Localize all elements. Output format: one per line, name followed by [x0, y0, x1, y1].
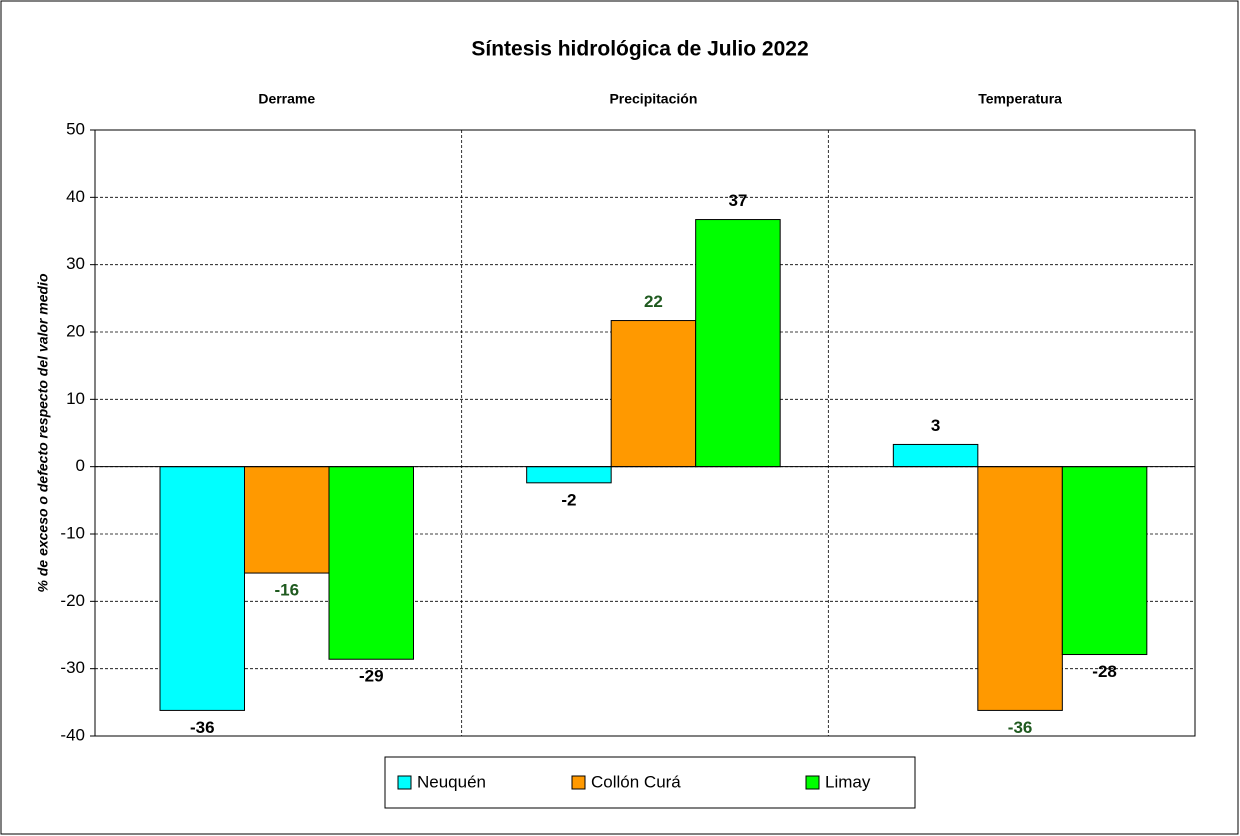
bar [610, 320, 697, 468]
bar [695, 219, 781, 468]
legend-swatch [571, 775, 586, 790]
y-tick-label: 0 [76, 456, 85, 475]
y-tick-label: -30 [60, 658, 85, 677]
y-tick-label: 10 [66, 389, 85, 408]
category-label: Derrame [258, 91, 315, 107]
data-label: -36 [1008, 718, 1033, 737]
bar [159, 466, 245, 711]
data-label: -2 [561, 490, 576, 509]
legend-label: Collón Curá [591, 772, 681, 791]
y-tick-label: -10 [60, 523, 85, 542]
y-tick-label: -40 [60, 725, 85, 744]
data-label: 37 [728, 191, 747, 210]
category-label: Temperatura [978, 91, 1062, 107]
legend-label: Limay [825, 772, 871, 791]
y-tick-label: 20 [66, 321, 85, 340]
data-label: 22 [644, 292, 663, 311]
bar [328, 466, 414, 660]
y-tick-label: -20 [60, 591, 85, 610]
bar [892, 443, 979, 468]
legend-swatch [397, 775, 412, 790]
legend-swatch [805, 775, 820, 790]
data-label: 3 [931, 416, 940, 435]
legend-label: Neuquén [417, 772, 486, 791]
y-axis-label: % de exceso o defecto respecto del valor… [35, 273, 51, 592]
y-tick-label: 30 [66, 254, 85, 273]
bar [526, 466, 612, 484]
chart-title: Síntesis hidrológica de Julio 2022 [471, 38, 808, 61]
bar [977, 466, 1063, 711]
y-tick-label: 50 [66, 119, 85, 138]
plot-border [94, 129, 1196, 737]
data-label: -36 [190, 718, 215, 737]
bar [1061, 466, 1148, 656]
data-label: -29 [359, 667, 384, 686]
category-label: Precipitación [609, 91, 697, 107]
legend-box [384, 756, 916, 809]
data-label: -28 [1092, 662, 1117, 681]
bar [244, 466, 330, 574]
data-label: -16 [274, 581, 299, 600]
y-tick-label: 40 [66, 187, 85, 206]
